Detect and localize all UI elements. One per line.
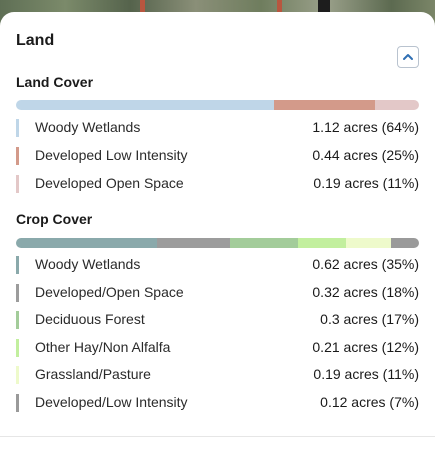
bar-segment	[298, 238, 347, 248]
item-value: 0.12 acres (7%)	[320, 394, 419, 410]
legend-swatch	[16, 119, 19, 137]
list-item: Developed/Low Intensity 0.12 acres (7%)	[16, 393, 419, 413]
bar-segment	[229, 238, 299, 248]
legend-swatch	[16, 283, 19, 302]
item-label: Grassland/Pasture	[35, 366, 151, 383]
list-item: Grassland/Pasture 0.19 acres (11%)	[16, 365, 419, 385]
item-value: 1.12 acres (64%)	[312, 119, 419, 135]
legend-swatch	[16, 256, 19, 274]
bar-segment	[273, 100, 375, 110]
item-value: 0.32 acres (18%)	[312, 283, 419, 300]
legend-swatch	[16, 366, 19, 385]
item-label: Other Hay/Non Alfalfa	[35, 338, 171, 355]
item-value: 0.21 acres (12%)	[312, 338, 419, 355]
legend-swatch	[16, 175, 19, 193]
crop-cover-title: Crop Cover	[16, 211, 93, 227]
panel-header: Land	[16, 32, 419, 68]
item-value: 0.3 acres (17%)	[320, 311, 419, 328]
item-label: Developed/Open Space	[35, 283, 184, 300]
item-label: Developed Open Space	[35, 175, 184, 191]
land-panel: Land Land Cover Woody Wetlands 1.12 acres…	[0, 12, 435, 450]
item-value: 0.62 acres (35%)	[312, 256, 419, 272]
collapse-button[interactable]	[397, 46, 419, 68]
map-marker	[318, 0, 330, 14]
legend-swatch	[16, 311, 19, 330]
divider	[0, 436, 435, 437]
legend-swatch	[16, 147, 19, 165]
map-road	[277, 0, 282, 22]
list-item: Developed Low Intensity 0.44 acres (25%)	[16, 146, 419, 166]
item-label: Developed/Low Intensity	[35, 394, 188, 410]
item-label: Deciduous Forest	[35, 311, 145, 328]
item-value: 0.19 acres (11%)	[313, 366, 419, 383]
bar-segment	[16, 238, 158, 248]
legend-swatch	[16, 394, 19, 412]
list-item: Woody Wetlands 1.12 acres (64%)	[16, 118, 419, 138]
item-label: Woody Wetlands	[35, 256, 141, 272]
bar-segment	[346, 238, 391, 248]
crop-cover-bar	[16, 238, 419, 248]
land-cover-title: Land Cover	[16, 74, 94, 90]
list-item: Developed Open Space 0.19 acres (11%)	[16, 174, 419, 194]
item-label: Woody Wetlands	[35, 119, 141, 135]
list-item: Deciduous Forest 0.3 acres (17%)	[16, 310, 419, 330]
bar-segment	[390, 238, 419, 248]
map-road	[140, 0, 145, 22]
land-cover-bar	[16, 100, 419, 110]
bar-segment	[157, 238, 230, 248]
legend-swatch	[16, 338, 19, 357]
list-item: Woody Wetlands 0.62 acres (35%)	[16, 255, 419, 275]
chevron-up-icon	[403, 54, 413, 60]
item-value: 0.19 acres (11%)	[313, 175, 419, 191]
bar-segment	[374, 100, 419, 110]
panel-title: Land	[16, 32, 55, 49]
item-value: 0.44 acres (25%)	[312, 147, 419, 163]
item-label: Developed Low Intensity	[35, 147, 188, 163]
list-item: Developed/Open Space 0.32 acres (18%)	[16, 283, 419, 303]
list-item: Other Hay/Non Alfalfa 0.21 acres (12%)	[16, 338, 419, 358]
bar-segment	[16, 100, 274, 110]
